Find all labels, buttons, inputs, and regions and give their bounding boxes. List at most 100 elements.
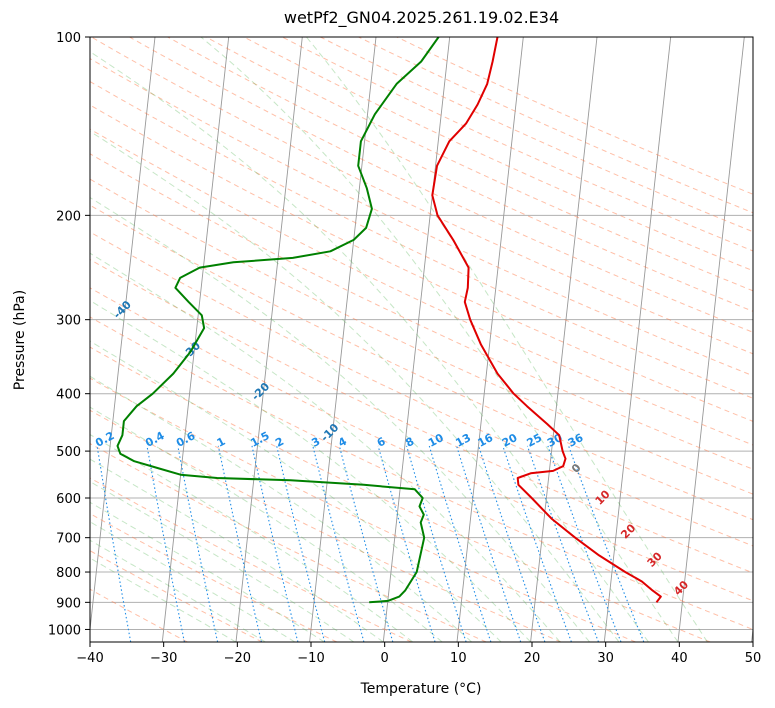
temperature-profile-line <box>431 37 662 603</box>
moist-adiabat-line <box>90 375 473 642</box>
x-tick-label: 10 <box>450 651 467 666</box>
x-tick-label: 30 <box>597 651 614 666</box>
dry-adiabat-line <box>90 128 753 446</box>
isotherm-line <box>603 37 672 642</box>
mixing-ratio-line <box>478 445 546 642</box>
x-tick-label: 0 <box>381 651 389 666</box>
isotherm-line <box>530 37 598 642</box>
mixing-ratio-label: 0.2 <box>93 429 116 450</box>
dry-adiabat-line <box>90 513 338 642</box>
moist-adiabat-line <box>90 501 325 642</box>
moist-adiabat-line <box>306 37 708 642</box>
isotherm-line <box>235 37 303 642</box>
mixing-ratio-line <box>251 445 299 642</box>
isotherm-line <box>751 625 753 642</box>
dry-adiabat-line <box>320 37 753 233</box>
mixing-ratio-line <box>428 445 492 642</box>
moist-adiabat-line <box>90 51 649 642</box>
dry-adiabat-line <box>90 409 562 642</box>
dry-adiabat-label: 40 <box>671 578 691 598</box>
x-tick-label: −30 <box>150 651 177 666</box>
dry-adiabat-line <box>90 104 753 422</box>
isotherm-line <box>0 37 8 642</box>
dry-adiabat-line <box>91 37 753 355</box>
mixing-ratio-label: 1.5 <box>248 429 271 450</box>
axes: −40 −30 −20 −10 0 10 20 30 40 5010020030040050060… <box>48 31 761 666</box>
plot-frame <box>89 36 754 643</box>
mixing-ratio-line <box>502 445 572 642</box>
mixing-ratio-line <box>217 445 262 642</box>
mixing-ratio-label: 36 <box>566 431 586 450</box>
moist-adiabat-line <box>90 340 502 642</box>
moist-adiabat-line <box>90 433 414 642</box>
x-tick-label: −20 <box>224 651 251 666</box>
mixing-ratio-label: 2 <box>273 435 286 450</box>
isotherm-label: -50 <box>42 257 65 280</box>
dry-adiabat-label: 30 <box>645 549 665 569</box>
guide-line-labels: 0.10.20.40.611.52346810131620253036-100-… <box>42 257 691 598</box>
dry-adiabat-line <box>90 287 753 602</box>
x-tick-label: −40 <box>76 651 103 666</box>
moist-adiabat-line <box>200 37 679 642</box>
y-tick-label: 800 <box>56 566 81 581</box>
isotherm-line <box>456 37 524 642</box>
mixing-ratio-line <box>146 445 185 642</box>
y-tick-label: 400 <box>56 388 81 403</box>
mixing-ratio-label: 20 <box>500 431 520 450</box>
dry-adiabat-line <box>90 231 753 547</box>
isotherm-line <box>90 37 156 634</box>
dry-adiabat-line <box>90 178 753 495</box>
dry-adiabat-line <box>90 58 753 377</box>
isotherm-label: -20 <box>249 380 272 403</box>
moist-adiabat-line <box>90 130 620 642</box>
isotherm-line <box>309 37 377 642</box>
moist-adiabat-line <box>90 521 296 642</box>
isotherm-line <box>382 37 451 642</box>
dry-adiabat-line <box>90 443 487 642</box>
y-tick-label: 900 <box>56 596 81 611</box>
moist-adiabat-line <box>90 539 266 642</box>
moist-adiabat-line <box>90 458 384 642</box>
x-tick-label: 20 <box>524 651 541 666</box>
isotherm-line <box>677 37 745 642</box>
dry-adiabat-line <box>90 258 753 574</box>
mixing-ratio-line <box>568 445 645 642</box>
dry-adiabat-line <box>90 153 753 470</box>
y-tick-label: 300 <box>56 314 81 329</box>
dry-adiabat-label: 10 <box>593 487 613 507</box>
dry-adiabat-line <box>167 37 753 312</box>
moist-adiabat-line <box>90 252 561 642</box>
mixing-ratio-line <box>338 445 394 642</box>
dry-adiabat-label: 0 <box>569 461 584 476</box>
y-axis-label: Pressure (hPa) <box>12 290 28 390</box>
dewpoint-profile-line <box>116 37 440 604</box>
chart-title: wetPf2_GN04.2025.261.19.02.E34 <box>283 8 560 27</box>
x-tick-label: 50 <box>745 651 762 666</box>
mixing-ratio-label: 0.6 <box>174 429 198 450</box>
mixing-ratio-line <box>276 445 326 642</box>
dry-adiabat-line <box>90 346 711 642</box>
dry-adiabat-line <box>281 37 753 252</box>
mixing-ratio-label: 16 <box>476 431 496 450</box>
mixing-ratio-label: 13 <box>453 431 473 450</box>
isotherm-line <box>161 37 230 642</box>
background-guide-lines <box>0 37 753 642</box>
mixing-ratio-line <box>377 445 436 642</box>
dry-adiabat-label: 20 <box>618 521 638 541</box>
mixing-ratio-label: 0.4 <box>143 429 167 450</box>
mixing-ratio-label: 25 <box>525 431 545 450</box>
dry-adiabat-line <box>90 550 263 642</box>
mixing-ratio-label: 8 <box>403 435 416 450</box>
mixing-ratio-line <box>406 445 467 642</box>
moist-adiabat-line <box>90 481 355 642</box>
moist-adiabat-line <box>90 196 590 642</box>
y-tick-label: 1000 <box>48 623 81 638</box>
y-tick-label: 200 <box>56 209 81 224</box>
mixing-ratio-label: 10 <box>426 431 446 450</box>
sounding-profiles <box>116 37 662 604</box>
y-tick-label: 700 <box>56 532 81 547</box>
y-tick-label: 500 <box>56 445 81 460</box>
x-tick-label: −10 <box>297 651 324 666</box>
y-tick-label: 600 <box>56 492 81 507</box>
